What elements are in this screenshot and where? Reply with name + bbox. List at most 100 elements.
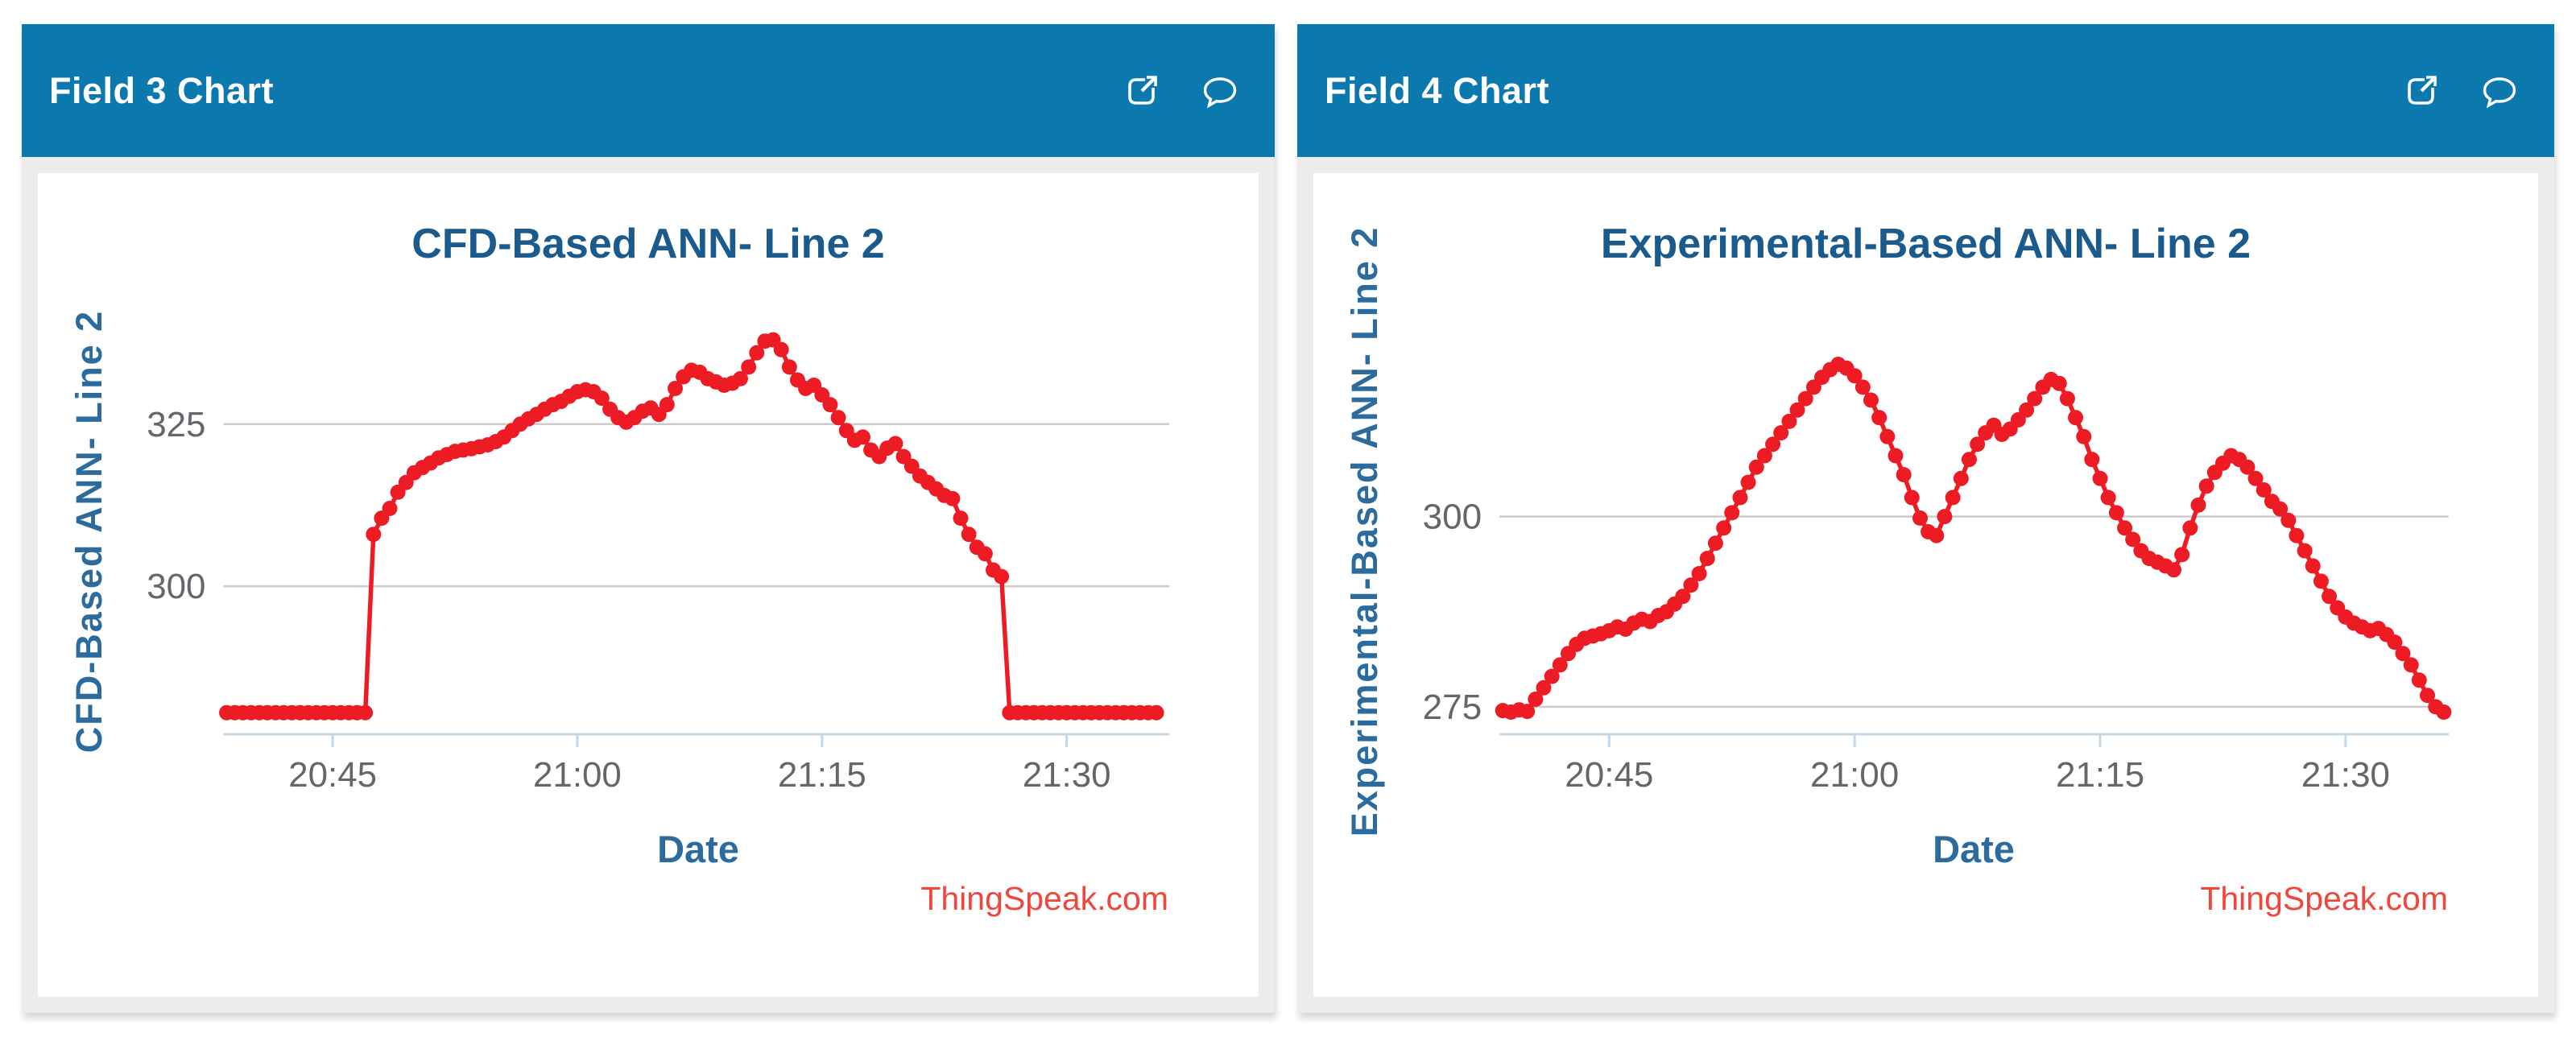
data-point [2239,459,2256,475]
data-point [2165,562,2182,578]
widget-header: Field 3 Chart [22,24,1275,157]
data-point [659,397,675,413]
data-point [2108,505,2124,521]
data-point [2068,410,2084,426]
comment-button[interactable] [2479,71,2519,111]
data-point [2092,470,2108,486]
data-point [2076,428,2092,444]
data-point [1756,448,1772,464]
widget-body: CFD-Based ANN- Line 2 CFD-Based ANN- Lin… [22,157,1275,1013]
widget-body: Experimental-Based ANN- Line 2 Experimen… [1297,157,2554,1013]
data-point [1797,390,1813,407]
data-point [593,390,610,407]
data-point [741,359,757,375]
data-point [994,568,1010,585]
data-point [781,359,797,375]
data-point [1854,379,1871,395]
comment-button[interactable] [1199,71,1239,111]
data-point [2247,470,2264,486]
field4-chart-widget: Field 4 Chart Experimental-Based ANN- Li… [1297,24,2554,1013]
export-chart-button[interactable] [1122,71,1162,111]
data-point [2297,543,2313,559]
data-point [382,501,398,516]
external-link-icon [2408,75,2437,105]
data-point [773,341,789,357]
data-point [1528,692,1544,707]
speech-bubble-icon [2483,76,2516,109]
data-point [2059,390,2075,407]
data-point [2084,452,2100,468]
x-tick-label: 21:15 [778,755,866,795]
data-point [1552,657,1568,673]
data-point [1781,413,1797,429]
export-chart-button[interactable] [2401,71,2442,111]
data-point [1970,436,1986,452]
y-tick-label: 300 [147,567,205,606]
data-point [1544,668,1560,684]
data-point [1846,368,1863,384]
data-point [2313,573,2329,589]
field3-chart-widget: Field 3 Chart CFD-Based ANN- Line 2 CFD-… [22,24,1275,1013]
x-tick-label: 21:30 [1023,755,1111,795]
data-point [1724,505,1740,521]
data-point [1732,490,1748,506]
data-point [1765,436,1781,452]
data-point [1904,490,1920,506]
chart-title: CFD-Based ANN- Line 2 [411,221,885,267]
chart-area: Experimental-Based ANN- Line 2 Experimen… [1313,173,2538,997]
x-tick-label: 20:45 [288,755,377,795]
data-point [1945,490,1961,506]
data-point [2289,527,2305,543]
y-tick-label: 300 [1423,498,1482,537]
data-point [733,370,748,386]
widget-header: Field 4 Chart [1297,24,2554,157]
data-point [366,527,382,543]
data-point [2019,402,2035,418]
data-point [2174,547,2190,563]
data-point [2403,657,2419,673]
data-point [2387,634,2403,651]
data-point [2436,704,2452,720]
x-axis-title: Date [657,828,739,870]
data-point [1863,392,1879,408]
data-point [1699,551,1715,567]
data-point [977,546,993,562]
thingspeak-watermark-link[interactable]: ThingSpeak.com [920,880,1168,917]
line-plot: 300 275 20:45 21:00 21:15 21:30 [1423,357,2452,795]
data-point [1683,577,1699,593]
data-point [1148,704,1164,721]
data-point [1748,459,1764,475]
data-point [1773,425,1789,441]
data-point [358,704,374,721]
data-point [1740,474,1756,490]
data-point [1716,520,1732,536]
x-tick-label: 21:15 [2056,755,2144,795]
line-plot: 325 300 20:45 21:00 21:15 21:30 [147,332,1170,795]
data-point [1675,589,1691,605]
data-point [1888,448,1904,464]
data-point [945,490,961,506]
y-tick-label: 275 [1423,688,1482,727]
data-point [2420,688,2436,704]
data-point [2395,646,2411,662]
data-point [2322,589,2338,605]
data-point [1896,467,1912,483]
x-axis-title: Date [1933,828,2015,870]
data-point [2198,478,2214,494]
data-point [1691,566,1707,581]
data-point [1912,510,1929,526]
data-point [2051,375,2067,391]
thingspeak-watermark-link[interactable]: ThingSpeak.com [2200,880,2448,917]
x-tick-label: 21:00 [1810,755,1899,795]
data-point [2027,390,2043,407]
data-point [1789,402,1805,418]
x-tick-label: 21:00 [533,755,622,795]
data-point [2280,512,2297,528]
data-point [1520,704,1536,720]
data-point [2256,482,2272,498]
y-tick-label: 325 [147,405,205,444]
data-point [2190,497,2206,513]
data-point [1871,410,1888,426]
data-point [2125,531,2141,547]
data-point [1929,527,1945,543]
